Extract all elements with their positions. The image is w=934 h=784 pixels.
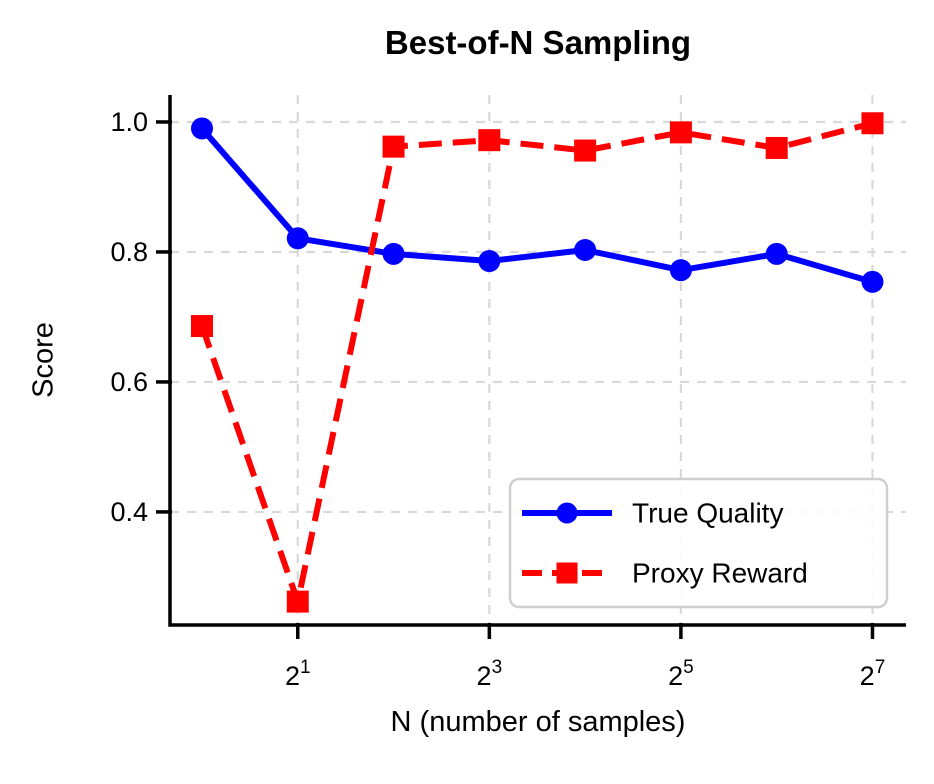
data-point-true-quality [574, 239, 597, 262]
x-tick-label: 21 [285, 657, 311, 691]
series-line-true-quality [198, 125, 876, 285]
y-tick-label: 0.8 [110, 237, 148, 267]
data-point-proxy-reward [478, 129, 501, 152]
data-point-true-quality [478, 250, 501, 273]
x-axis-label: N (number of samples) [390, 706, 686, 738]
data-point-true-quality [765, 242, 788, 265]
data-point-true-quality [190, 117, 213, 140]
chart-title: Best-of-N Sampling [384, 24, 692, 61]
data-point-true-quality [861, 270, 884, 293]
x-tick-label: 25 [668, 657, 694, 691]
data-point-proxy-reward [190, 315, 213, 338]
data-point-proxy-reward [861, 112, 884, 135]
data-point-proxy-reward [382, 135, 405, 158]
data-point-proxy-reward [669, 121, 692, 144]
data-point-true-quality [669, 259, 692, 282]
legend-swatch-marker [556, 562, 578, 584]
y-tick-label: 0.6 [110, 367, 148, 397]
y-tick-label: 0.4 [110, 497, 148, 527]
series-line-proxy-reward [199, 120, 874, 605]
x-tick-label: 23 [477, 657, 503, 691]
y-tick-label: 1.0 [110, 107, 148, 137]
axis-spines [168, 95, 906, 627]
legend-label: True Quality [632, 498, 783, 529]
data-point-proxy-reward [286, 590, 309, 613]
data-point-proxy-reward [574, 139, 597, 162]
data-point-true-quality [382, 242, 405, 265]
legend-swatch-marker [556, 502, 578, 524]
data-point-true-quality [286, 227, 309, 250]
x-tick-label: 27 [860, 657, 886, 691]
legend-label: Proxy Reward [632, 558, 808, 589]
y-axis-label: Score [27, 322, 60, 398]
data-point-proxy-reward [765, 136, 788, 159]
